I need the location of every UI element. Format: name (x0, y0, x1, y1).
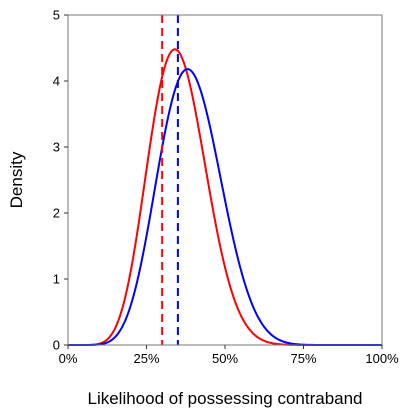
y-tick-label: 0 (53, 338, 60, 353)
x-tick-label: 75% (290, 351, 316, 366)
y-tick-label: 1 (53, 272, 60, 287)
x-axis-ticks: 0% 25% 50% 75% 100% (59, 345, 399, 366)
plot-lines (68, 48, 382, 346)
plot-frame (67, 14, 383, 346)
y-tick-label: 2 (53, 206, 60, 221)
x-tick-label: 50% (212, 351, 238, 366)
y-tick-label: 4 (53, 74, 60, 89)
density-curve-2 (68, 68, 382, 346)
y-tick-label: 3 (53, 140, 60, 155)
x-tick-label: 100% (365, 351, 399, 366)
y-axis-ticks: 0 1 2 3 4 5 (53, 8, 68, 353)
y-tick-label: 5 (53, 8, 60, 23)
x-tick-label: 25% (133, 351, 159, 366)
reference-lines (161, 15, 179, 345)
x-tick-label: 0% (59, 351, 78, 366)
x-axis-label: Likelihood of possessing contraband (87, 389, 362, 408)
y-axis-label: Density (7, 151, 26, 208)
